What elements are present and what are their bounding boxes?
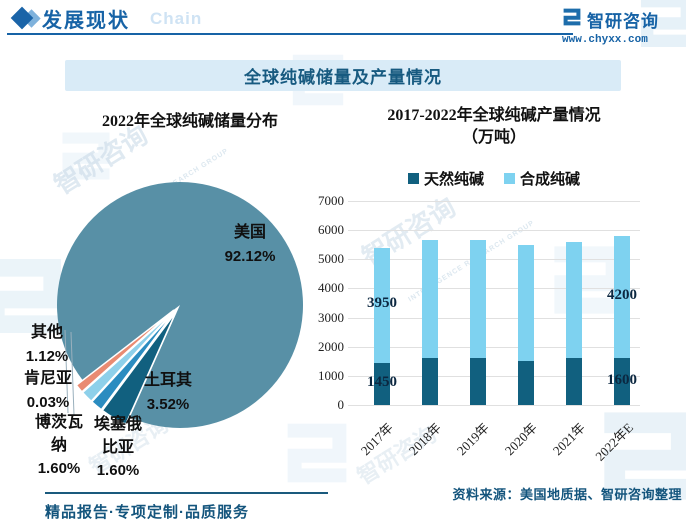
pie-label-name: 土耳其 (143, 372, 192, 389)
gridline (348, 405, 640, 406)
legend-label: 合成纯碱 (520, 171, 581, 188)
bar-segment-natural (374, 362, 390, 406)
section-diamond-icon (10, 6, 46, 31)
bar-segment-synthetic (566, 241, 582, 359)
pie-label-botswana: 博茨瓦 纳 1.60% (23, 411, 95, 480)
pie-label-value: 0.03% (26, 394, 70, 411)
pie-label-ethiopia: 埃塞俄 比亚 1.60% (82, 413, 154, 482)
pie-label-value: 1.60% (96, 462, 140, 479)
brand-block: 智研咨询 www.chyxx.com (562, 7, 682, 47)
chain-watermark-text: Chain (150, 9, 203, 28)
bar-segment-natural (518, 361, 534, 405)
footer-divider (45, 492, 328, 494)
y-axis-tick-label: 4000 (318, 280, 344, 296)
footer-tagline: 精品报告·专项定制·品质服务 (45, 504, 249, 521)
pie-chart-title: 2022年全球纯碱储量分布 (101, 113, 278, 130)
bar-segment-synthetic (422, 240, 438, 359)
bar-data-label: 4200 (607, 287, 637, 304)
bar-segment-natural (566, 358, 582, 405)
gridline (348, 201, 640, 202)
gridline (348, 259, 640, 261)
pie-label-name: 比亚 (101, 439, 134, 456)
brand-watermark-text: 智研咨询 (356, 191, 461, 273)
brand-watermark-subtext: INTELLIGENCE RESEARCH GROUP (101, 147, 230, 232)
brand-watermark-text: 智研咨询 (352, 421, 441, 490)
brand-watermark-icon (548, 240, 628, 320)
bar-segment-synthetic (614, 235, 630, 359)
pie-label-name: 博茨瓦 (34, 414, 83, 431)
pie-label-value: 1.60% (37, 460, 81, 477)
bar-chart-title-line1: 2017-2022年全球纯碱产量情况 (387, 107, 601, 124)
x-axis-category-label: 2019年 (453, 419, 493, 459)
bar-segment-synthetic (518, 244, 534, 362)
y-axis-tick-label: 3000 (318, 309, 344, 325)
pie-label-name: 其他 (30, 324, 63, 341)
bar-data-label: 3950 (367, 295, 397, 312)
y-axis-tick-label: 5000 (318, 251, 344, 267)
bar-chart-title: 2017-2022年全球纯碱产量情况 （万吨） (340, 105, 648, 149)
brand-watermark-subtext: INTELLIGENCE RESEARCH GROUP (407, 219, 536, 304)
y-axis-tick-label: 0 (337, 397, 345, 412)
pie-label-turkey: 土耳其 3.52% (126, 369, 210, 417)
brand-url: www.chyxx.com (562, 34, 648, 46)
legend-item-synthetic: 合成纯碱 (504, 168, 580, 189)
brand-name: 智研咨询 (587, 12, 659, 31)
bar-data-label: 1600 (607, 371, 637, 388)
data-source-note: 资料来源：美国地质据、智研咨询整理 (452, 487, 682, 502)
brand-watermark-icon (58, 128, 114, 184)
x-axis-category-label: 2017年 (357, 419, 397, 459)
x-axis-category-label: 2018年 (405, 419, 445, 459)
gridline (348, 375, 640, 377)
gridline (348, 346, 640, 348)
y-axis-tick-label: 6000 (318, 222, 344, 238)
brand-logo-icon (562, 7, 582, 32)
legend-item-natural: 天然纯碱 (407, 168, 484, 189)
pie-label-name: 埃塞俄 (93, 416, 142, 433)
bar-segment-natural (614, 358, 630, 405)
section-banner: 全球纯碱储量及产量情况 (65, 60, 621, 91)
pie-label-other: 其他 1.12% (15, 321, 79, 369)
x-axis-category-label: 2021年 (549, 419, 589, 459)
gridline (348, 317, 640, 319)
pie-label-name: 肯尼亚 (23, 370, 72, 387)
legend-swatch-natural (407, 173, 419, 184)
brand-watermark-icon (282, 418, 352, 488)
banner-title: 全球纯碱储量及产量情况 (244, 68, 442, 87)
x-axis-category-label: 2022年E (592, 419, 637, 464)
pie-label-usa: 美国 92.12% (205, 221, 295, 269)
gridline (348, 230, 640, 232)
bar-chart-legend: 天然纯碱 合成纯碱 (348, 168, 640, 189)
pie-label-value: 3.52% (146, 396, 190, 413)
pie-label-kenya: 肯尼亚 0.03% (11, 367, 85, 415)
y-axis-tick-label: 1000 (318, 367, 344, 383)
bar-data-label: 1450 (367, 373, 397, 390)
pie-label-name: 纳 (50, 437, 67, 454)
pie-label-value: 92.12% (224, 248, 276, 265)
y-axis-tick-label: 2000 (318, 338, 344, 354)
y-axis-tick-label: 7000 (318, 193, 344, 208)
pie-label-name: 美国 (233, 224, 266, 241)
bar-segment-synthetic (374, 247, 390, 363)
x-axis-category-label: 2020年 (501, 419, 541, 459)
header-divider (7, 33, 573, 35)
bar-segment-natural (470, 358, 486, 405)
legend-label: 天然纯碱 (423, 171, 484, 188)
section-title: 发展现状 (42, 10, 130, 32)
gridline (348, 288, 640, 290)
legend-swatch-synthetic (504, 173, 515, 184)
bar-chart-title-line2: （万吨） (461, 129, 526, 146)
bar-segment-natural (422, 358, 438, 405)
bar-segment-synthetic (470, 240, 486, 359)
pie-label-value: 1.12% (25, 348, 69, 365)
